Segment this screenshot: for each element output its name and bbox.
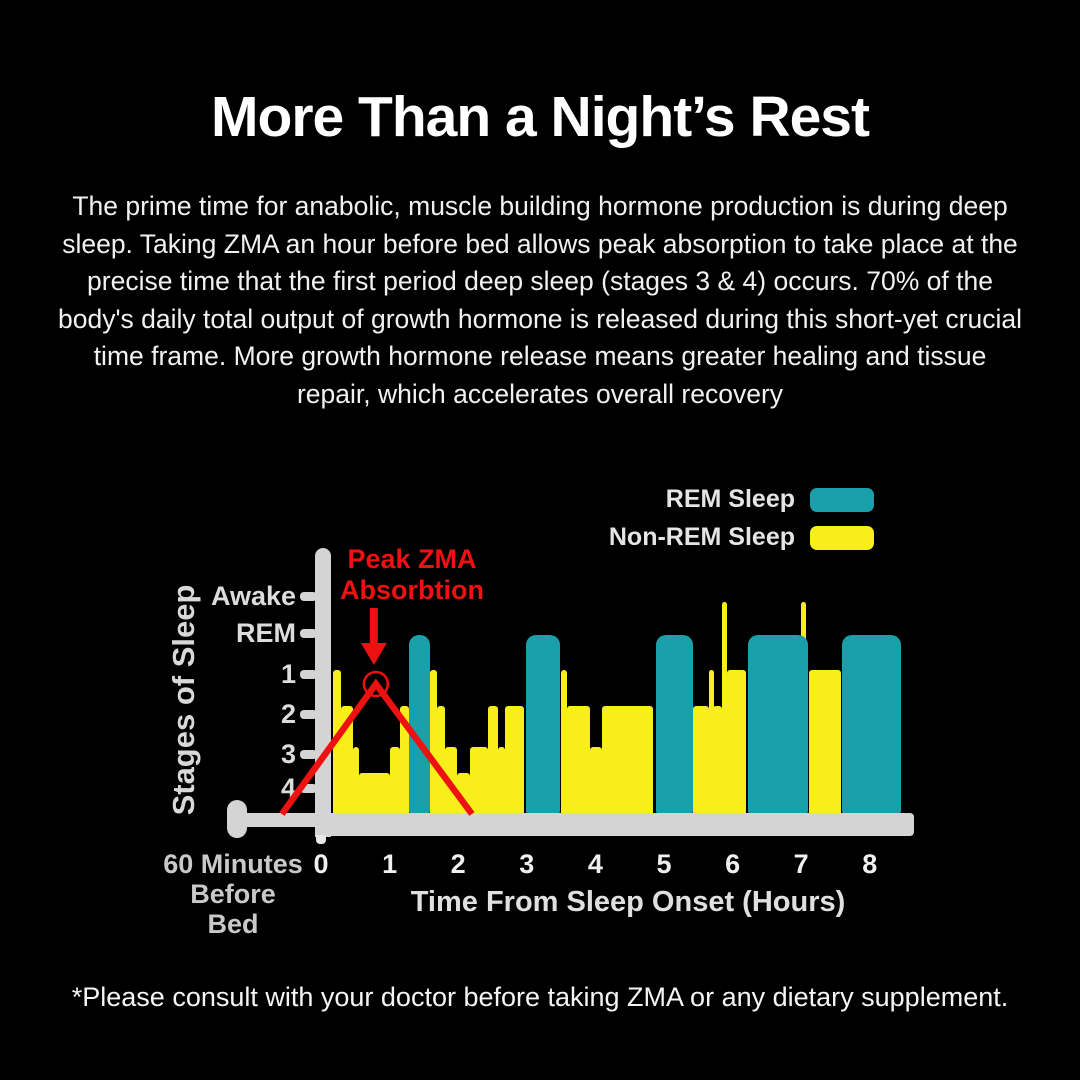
- rem-sleep-bar: [408, 635, 431, 814]
- x-axis-label-6: 6: [725, 849, 741, 879]
- x-axis-label-4: 4: [587, 849, 603, 879]
- non-rem-sleep-bar: [692, 706, 710, 814]
- rem-swatch-icon: [810, 487, 874, 512]
- rem-sleep-bar: [747, 635, 809, 814]
- chart-legend: REM Sleep Non-REM Sleep: [609, 485, 874, 552]
- x-axis-prebed-label: 60 Minutes Before Bed: [163, 849, 303, 939]
- intro-paragraph: The prime time for anabolic, muscle buil…: [58, 191, 1022, 409]
- x-axis-prebed-segment: [240, 813, 320, 827]
- legend-item-nonrem: Non-REM Sleep: [609, 523, 874, 552]
- non-rem-sleep-bar: [358, 773, 391, 814]
- awakening-spike-bar: [721, 602, 727, 814]
- non-rem-sleep-bar: [561, 670, 568, 814]
- y-axis-tick: [300, 629, 317, 638]
- x-axis-label-3: 3: [519, 849, 535, 879]
- non-rem-sleep-bar: [445, 747, 457, 814]
- x-axis-label-5: 5: [656, 849, 672, 879]
- non-rem-sleep-bar: [399, 706, 409, 814]
- x-axis-label-0: 0: [313, 849, 329, 879]
- x-axis-line: [317, 813, 914, 836]
- non-rem-sleep-bar: [589, 747, 603, 814]
- x-axis-label-1: 1: [382, 849, 398, 879]
- non-rem-sleep-bar: [727, 670, 747, 814]
- non-rem-sleep-bar: [456, 773, 470, 814]
- peak-zma-annotation: Peak ZMA Absorbtion: [326, 544, 498, 606]
- page-title: More Than a Night’s Rest: [211, 85, 870, 149]
- prebed-label-line2: Before Bed: [190, 879, 276, 939]
- non-rem-sleep-bar: [353, 747, 359, 814]
- legend-label-nonrem: Non-REM Sleep: [608, 523, 795, 551]
- nonrem-swatch-icon: [810, 525, 874, 550]
- x-axis-label-2: 2: [450, 849, 466, 879]
- x-axis-title: Time From Sleep Onset (Hours): [410, 886, 846, 918]
- x-axis-label-8: 8: [862, 849, 878, 879]
- prebed-label-line1: 60 Minutes: [163, 849, 303, 879]
- y-axis-label-rem: REM: [236, 618, 296, 648]
- non-rem-sleep-bar: [430, 670, 437, 814]
- non-rem-sleep-bar: [808, 670, 841, 814]
- non-rem-sleep-bar: [436, 706, 446, 814]
- rem-sleep-bar: [842, 635, 902, 814]
- non-rem-sleep-bar: [567, 706, 590, 814]
- rem-sleep-bar: [526, 635, 560, 814]
- non-rem-sleep-bar: [487, 706, 498, 814]
- annotation-line2: Absorbtion: [340, 575, 484, 605]
- legend-item-rem: REM Sleep: [666, 485, 874, 514]
- x-axis-label-7: 7: [793, 849, 809, 879]
- legend-label-rem: REM Sleep: [665, 485, 795, 513]
- non-rem-sleep-bar: [497, 747, 505, 814]
- y-axis-tick: [300, 592, 317, 601]
- y-axis-tick: [300, 670, 317, 679]
- non-rem-sleep-bar: [602, 706, 653, 814]
- non-rem-sleep-bar: [504, 706, 525, 814]
- annotation-line1: Peak ZMA: [347, 544, 477, 574]
- x-axis-endcap: [227, 800, 247, 838]
- non-rem-sleep-bar: [713, 706, 722, 814]
- x-axis-zero-tick: [316, 835, 326, 844]
- rem-sleep-bar: [655, 635, 693, 814]
- non-rem-sleep-bar: [469, 747, 488, 814]
- non-rem-sleep-bar: [390, 747, 400, 814]
- y-axis-label-awake: Awake: [210, 581, 296, 611]
- non-rem-sleep-bar: [332, 670, 341, 814]
- awakening-spike-bar: [709, 670, 715, 814]
- disclaimer: *Please consult with your doctor before …: [71, 982, 1009, 1012]
- non-rem-sleep-bar: [340, 706, 354, 814]
